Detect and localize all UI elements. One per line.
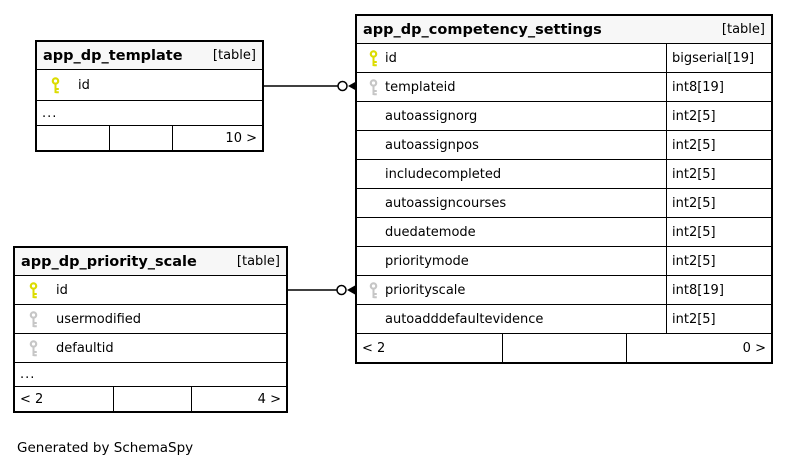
fk-endpoint-arrow bbox=[347, 285, 355, 295]
column-row: id bbox=[37, 70, 262, 101]
primary-key-icon bbox=[369, 49, 378, 67]
footer-parents-count: < 2 bbox=[362, 340, 386, 356]
key-placeholder bbox=[369, 224, 378, 241]
table-tag: [table] bbox=[236, 254, 280, 269]
foreign-key-icon bbox=[369, 281, 378, 299]
footer-left bbox=[37, 126, 109, 150]
column-row: priorityscale int8[19] bbox=[357, 276, 771, 305]
column-name: duedatemode bbox=[385, 224, 476, 240]
column-row: includecompleted int2[5] bbox=[357, 160, 771, 189]
table-tag: [table] bbox=[721, 22, 765, 37]
column-row: id bigserial[19] bbox=[357, 44, 771, 73]
key-placeholder bbox=[369, 311, 378, 328]
column-row: defaultid bbox=[15, 334, 286, 363]
footer-children-count: 4 > bbox=[191, 387, 286, 411]
column-name: includecompleted bbox=[385, 166, 502, 182]
foreign-key-icon bbox=[369, 78, 378, 96]
footer-children-count: 10 > bbox=[172, 126, 262, 150]
footer-middle bbox=[112, 387, 192, 411]
column-row: duedatemode int2[5] bbox=[357, 218, 771, 247]
column-name: autoassignpos bbox=[385, 137, 479, 153]
primary-key-icon bbox=[51, 76, 60, 94]
column-name: usermodified bbox=[56, 311, 142, 327]
key-placeholder bbox=[369, 195, 378, 212]
table-footer: 10 > bbox=[37, 126, 262, 150]
column-name: id bbox=[56, 282, 68, 298]
column-row: id bbox=[15, 276, 286, 305]
key-placeholder bbox=[369, 137, 378, 154]
column-type: bigserial[19] bbox=[666, 44, 771, 72]
column-name: priorityscale bbox=[385, 282, 466, 298]
foreign-key-icon bbox=[29, 339, 38, 357]
table-name[interactable]: app_dp_priority_scale bbox=[21, 253, 197, 270]
fk-endpoint-circle bbox=[336, 284, 347, 296]
column-row: templateid int8[19] bbox=[357, 73, 771, 102]
column-name: autoadddefaultevidence bbox=[385, 311, 544, 327]
column-type: int8[19] bbox=[666, 276, 771, 304]
table-app_dp_priority_scale: app_dp_priority_scale [table] id usermod… bbox=[13, 246, 288, 413]
table-name[interactable]: app_dp_template bbox=[43, 47, 183, 64]
key-placeholder bbox=[369, 253, 378, 270]
column-row: autoadddefaultevidence int2[5] bbox=[357, 305, 771, 334]
table-tag: [table] bbox=[212, 48, 256, 63]
column-type: int2[5] bbox=[666, 247, 771, 275]
column-row: autoassignpos int2[5] bbox=[357, 131, 771, 160]
ellipsis-row: ... bbox=[37, 101, 262, 126]
column-name: autoassignorg bbox=[385, 108, 478, 124]
table-app_dp_competency_settings: app_dp_competency_settings [table] id bi… bbox=[355, 14, 773, 364]
footer-parents-count: < 2 bbox=[20, 391, 44, 407]
ellipsis-row: ... bbox=[15, 363, 286, 387]
column-name: prioritymode bbox=[385, 253, 469, 269]
column-type: int2[5] bbox=[666, 305, 771, 333]
column-row: prioritymode int2[5] bbox=[357, 247, 771, 276]
table-name[interactable]: app_dp_competency_settings bbox=[363, 21, 602, 38]
relationship-priority-scale-to-competency bbox=[288, 284, 355, 296]
footer-middle bbox=[501, 334, 626, 362]
table-footer: < 2 0 > bbox=[357, 334, 771, 362]
column-type: int2[5] bbox=[666, 218, 771, 246]
column-type: int2[5] bbox=[666, 189, 771, 217]
column-name: defaultid bbox=[56, 340, 114, 356]
primary-key-icon bbox=[29, 281, 38, 299]
foreign-key-icon bbox=[29, 310, 38, 328]
column-type: int2[5] bbox=[666, 102, 771, 130]
column-row: autoassigncourses int2[5] bbox=[357, 189, 771, 218]
column-name: id bbox=[385, 50, 397, 66]
key-placeholder bbox=[369, 108, 378, 125]
table-app_dp_template: app_dp_template [table] id ... 10 > bbox=[35, 40, 264, 152]
fk-endpoint-circle bbox=[337, 80, 348, 92]
column-name: autoassigncourses bbox=[385, 195, 507, 211]
column-name: id bbox=[78, 77, 90, 93]
table-footer: < 2 4 > bbox=[15, 387, 286, 411]
table-header: app_dp_template [table] bbox=[37, 42, 262, 70]
column-name: templateid bbox=[385, 79, 456, 95]
column-type: int2[5] bbox=[666, 131, 771, 159]
footer-middle bbox=[109, 126, 172, 150]
column-type: int2[5] bbox=[666, 160, 771, 188]
footer-children-count: 0 > bbox=[626, 334, 771, 362]
table-header: app_dp_competency_settings [table] bbox=[357, 16, 771, 44]
column-row: autoassignorg int2[5] bbox=[357, 102, 771, 131]
generator-credit: Generated by SchemaSpy bbox=[17, 440, 194, 456]
key-placeholder bbox=[369, 166, 378, 183]
relationship-template-to-competency bbox=[264, 80, 356, 92]
column-type: int8[19] bbox=[666, 73, 771, 101]
column-row: usermodified bbox=[15, 305, 286, 334]
table-header: app_dp_priority_scale [table] bbox=[15, 248, 286, 276]
